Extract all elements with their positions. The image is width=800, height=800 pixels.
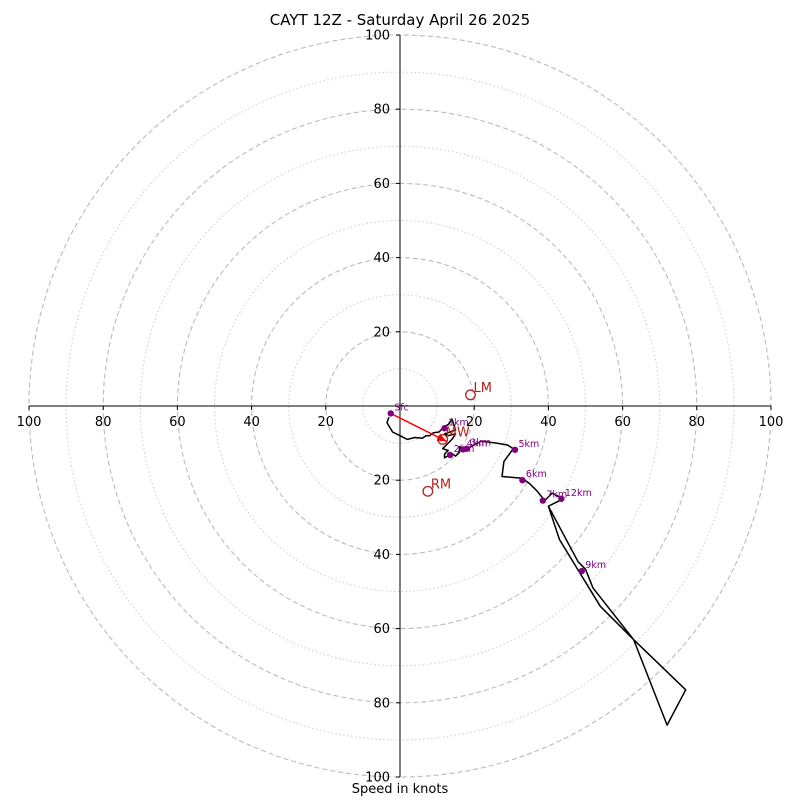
x-tick-label: 80	[95, 415, 112, 430]
chart-title: CAYT 12Z - Saturday April 26 2025	[269, 11, 531, 29]
storm-marker-LM	[465, 389, 476, 401]
x-axis-label: Speed in knots	[351, 782, 449, 797]
height-marker-6km	[519, 477, 526, 484]
height-label-6km: 6km	[526, 469, 547, 480]
y-tick-label: 60	[373, 177, 390, 192]
height-marker-5km	[511, 446, 519, 453]
tick-labels: 100 80 60 40 20 20 40 60 80 100 100 80 60 40 20 20 40 60 8…	[17, 29, 784, 786]
height-marker-9km	[578, 567, 585, 575]
y-tick-label: 20	[373, 474, 390, 489]
height-label-7km: 7km	[546, 490, 567, 501]
x-tick-label: 20	[466, 415, 483, 430]
storm-marker-MW	[437, 433, 449, 445]
hodograph-line	[386, 416, 687, 726]
height-marker-7km	[539, 497, 547, 504]
height-label-Sfc: Sfc	[394, 402, 409, 413]
storm-label-MW: MW	[446, 425, 470, 440]
hodograph-trace	[386, 416, 687, 726]
height-marker-1km	[441, 425, 448, 432]
x-tick-label: 60	[169, 415, 186, 430]
y-tick-label: 60	[373, 622, 390, 637]
axes	[29, 35, 771, 777]
height-marker-12km	[558, 495, 565, 502]
height-marker-4km	[459, 446, 467, 453]
x-tick-label: 20	[318, 415, 335, 430]
height-markers: Sfc1km2km3km4km5km6km7km12km9km	[387, 402, 606, 575]
height-label-1km: 1km	[448, 417, 469, 428]
x-tick-label: 40	[243, 415, 260, 430]
shear-vector-arrowhead	[436, 433, 447, 442]
y-tick-label: 40	[373, 251, 390, 266]
y-tick-label: 80	[373, 103, 390, 118]
height-label-3km: 3km	[470, 438, 491, 449]
x-tick-label: 100	[759, 415, 784, 430]
height-label-12km: 12km	[565, 488, 592, 499]
y-tick-label: 40	[373, 548, 390, 563]
height-label-9km: 9km	[585, 560, 606, 571]
y-tick-label: 100	[365, 29, 390, 44]
storm-marker-RM	[422, 485, 434, 497]
storm-label-RM: RM	[431, 477, 451, 492]
x-tick-label: 80	[689, 415, 706, 430]
storm-motion-markers: LM MW RM	[422, 381, 492, 497]
shear-vector	[390, 412, 447, 442]
x-tick-label: 40	[540, 415, 557, 430]
y-tick-label: 100	[365, 771, 390, 786]
x-tick-label: 100	[17, 415, 42, 430]
height-label-5km: 5km	[519, 439, 540, 450]
y-tick-label: 80	[373, 696, 390, 711]
shear-vector-line	[390, 412, 447, 442]
storm-label-LM: LM	[473, 381, 491, 396]
y-tick-label: 20	[373, 325, 390, 340]
height-label-4km: 4km	[467, 438, 488, 449]
height-marker-Sfc	[387, 410, 394, 417]
height-marker-2km	[446, 451, 454, 459]
x-tick-label: 60	[614, 415, 631, 430]
